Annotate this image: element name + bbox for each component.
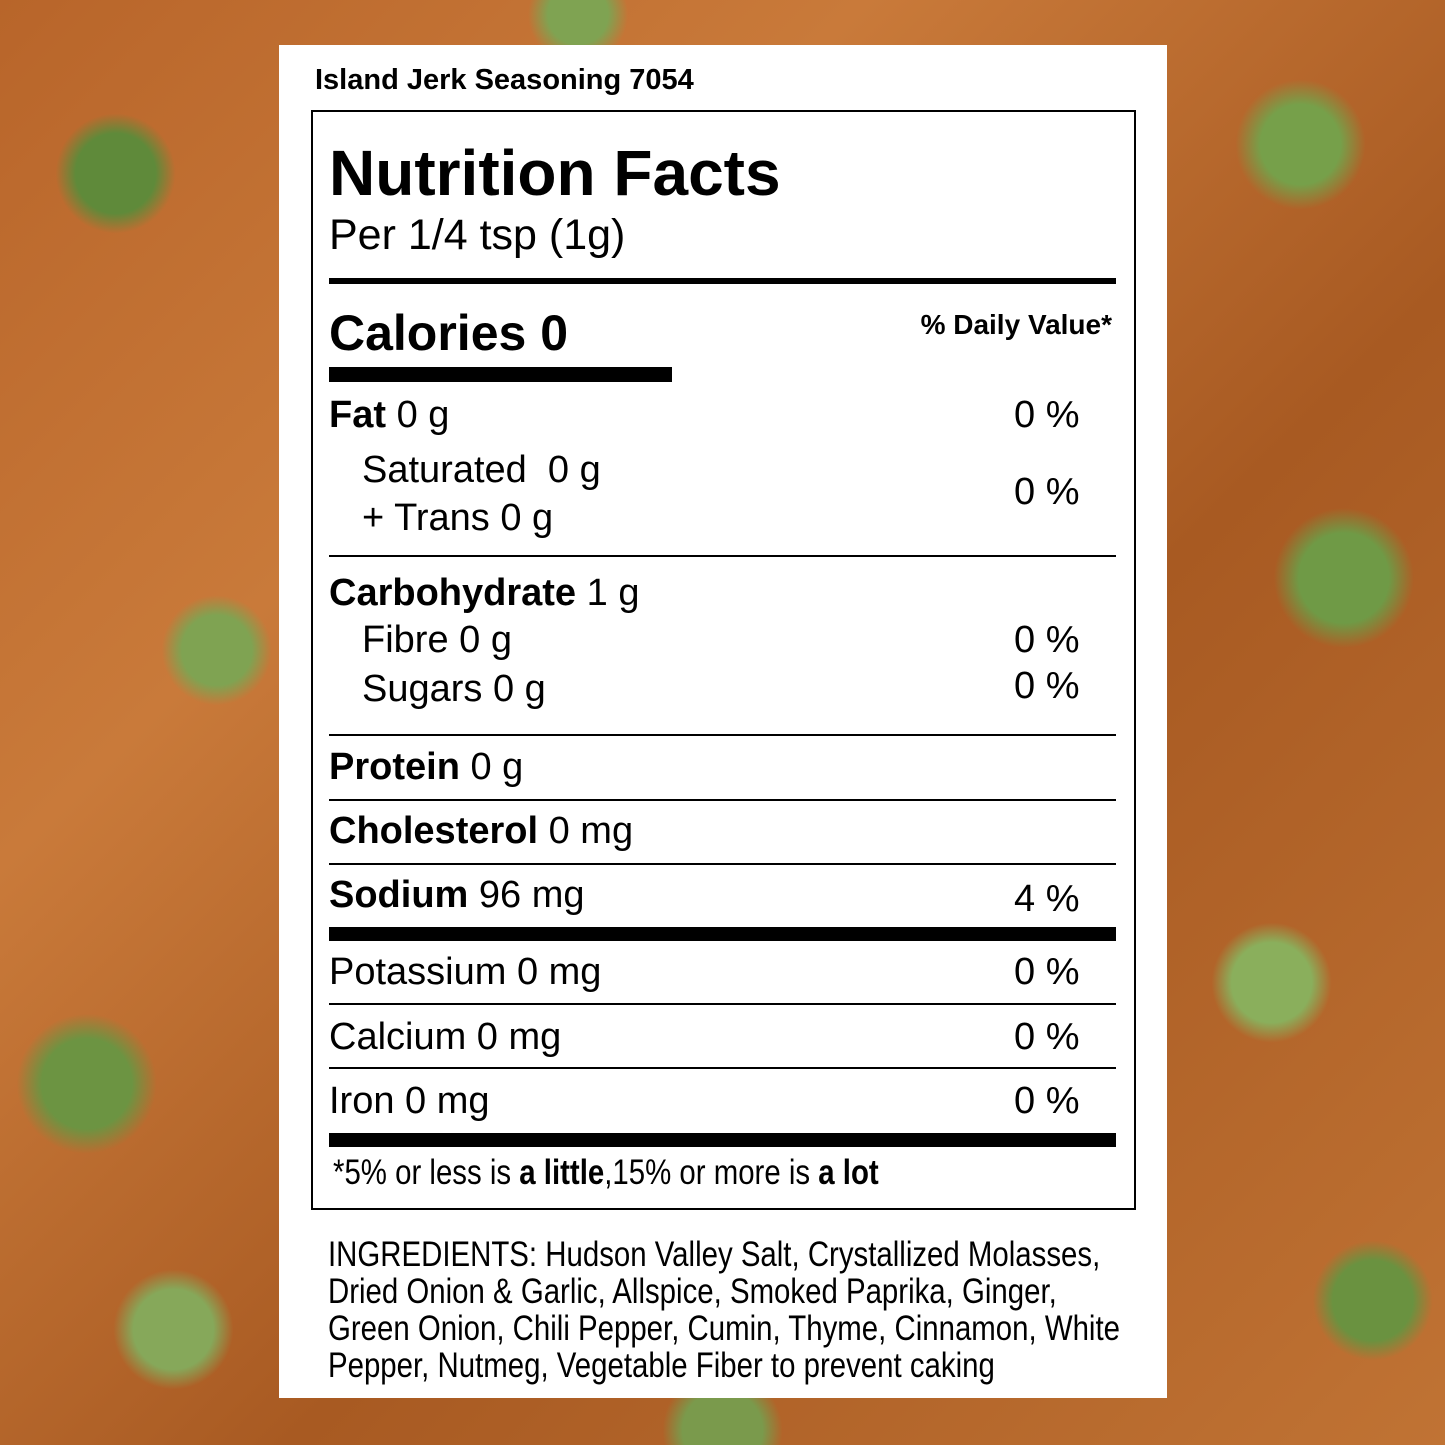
iron-dv: 0 % <box>1014 1080 1080 1122</box>
footnote-text: *5% or less is <box>333 1153 520 1192</box>
protein-amount: 0 g <box>470 746 524 788</box>
ingredients-line: Dried Onion & Garlic, Allspice, Smoked P… <box>328 1272 1057 1311</box>
calcium-row: Calcium 0 mg <box>329 1016 562 1058</box>
divider <box>329 799 1116 801</box>
thick-divider <box>329 1133 1116 1147</box>
ingredients-line: Pepper, Nutmeg, Vegetable Fiber to preve… <box>328 1346 995 1385</box>
footnote-bold: a little <box>519 1153 605 1192</box>
carbohydrate-row: Carbohydrate 1 g <box>329 574 639 612</box>
carbohydrate-label: Carbohydrate <box>329 572 577 614</box>
daily-value-header: % Daily Value* <box>920 309 1112 340</box>
divider <box>329 555 1116 557</box>
ingredients: INGREDIENTS: Hudson Valley Salt, Crystal… <box>328 1236 1120 1384</box>
fibre-dv: 0 % <box>1014 619 1080 661</box>
calories: Calories 0 <box>329 305 569 361</box>
divider <box>329 278 1116 284</box>
protein-label: Protein <box>329 746 460 788</box>
sodium-label: Sodium <box>329 874 469 916</box>
thick-divider <box>329 927 1116 941</box>
trans-row: + Trans 0 g <box>362 497 554 539</box>
footnote-bold: a lot <box>818 1153 879 1192</box>
divider <box>329 1003 1116 1005</box>
label-panel <box>279 45 1167 1398</box>
carbohydrate-amount: 1 g <box>586 572 640 614</box>
divider <box>329 863 1116 865</box>
product-title: Island Jerk Seasoning 7054 <box>315 64 694 96</box>
calories-bar <box>329 367 672 382</box>
footnote: *5% or less is a little,15% or more is a… <box>333 1155 879 1191</box>
saturated-row: Saturated 0 g <box>362 449 601 491</box>
fat-row: Fat 0 g <box>329 396 449 434</box>
footnote-text: ,15% or more is <box>604 1153 819 1192</box>
divider <box>329 734 1116 736</box>
sodium-row: Sodium 96 mg <box>329 876 585 914</box>
ingredients-line: INGREDIENTS: Hudson Valley Salt, Crystal… <box>328 1235 1101 1274</box>
divider <box>329 1067 1116 1069</box>
cholesterol-amount: 0 mg <box>548 810 634 852</box>
protein-row: Protein 0 g <box>329 748 523 786</box>
fat-label: Fat <box>329 394 386 436</box>
cholesterol-row: Cholesterol 0 mg <box>329 812 633 850</box>
sodium-amount: 96 mg <box>478 874 585 916</box>
nutrition-facts-heading: Nutrition Facts <box>329 137 781 209</box>
fat-amount: 0 g <box>396 394 450 436</box>
potassium-dv: 0 % <box>1014 951 1080 993</box>
sodium-dv: 4 % <box>1014 878 1080 920</box>
fibre-row: Fibre 0 g <box>362 619 512 661</box>
ingredients-line: Green Onion, Chili Pepper, Cumin, Thyme,… <box>328 1309 1120 1348</box>
serving-size: Per 1/4 tsp (1g) <box>329 211 626 259</box>
iron-row: Iron 0 mg <box>329 1080 490 1122</box>
fat-dv: 0 % <box>1014 394 1080 436</box>
sat-trans-dv: 0 % <box>1014 471 1080 513</box>
sugars-dv: 0 % <box>1014 665 1080 707</box>
calcium-dv: 0 % <box>1014 1016 1080 1058</box>
potassium-row: Potassium 0 mg <box>329 951 602 993</box>
cholesterol-label: Cholesterol <box>329 810 539 852</box>
nutrition-facts-box <box>311 110 1136 1210</box>
sugars-row: Sugars 0 g <box>362 668 546 710</box>
